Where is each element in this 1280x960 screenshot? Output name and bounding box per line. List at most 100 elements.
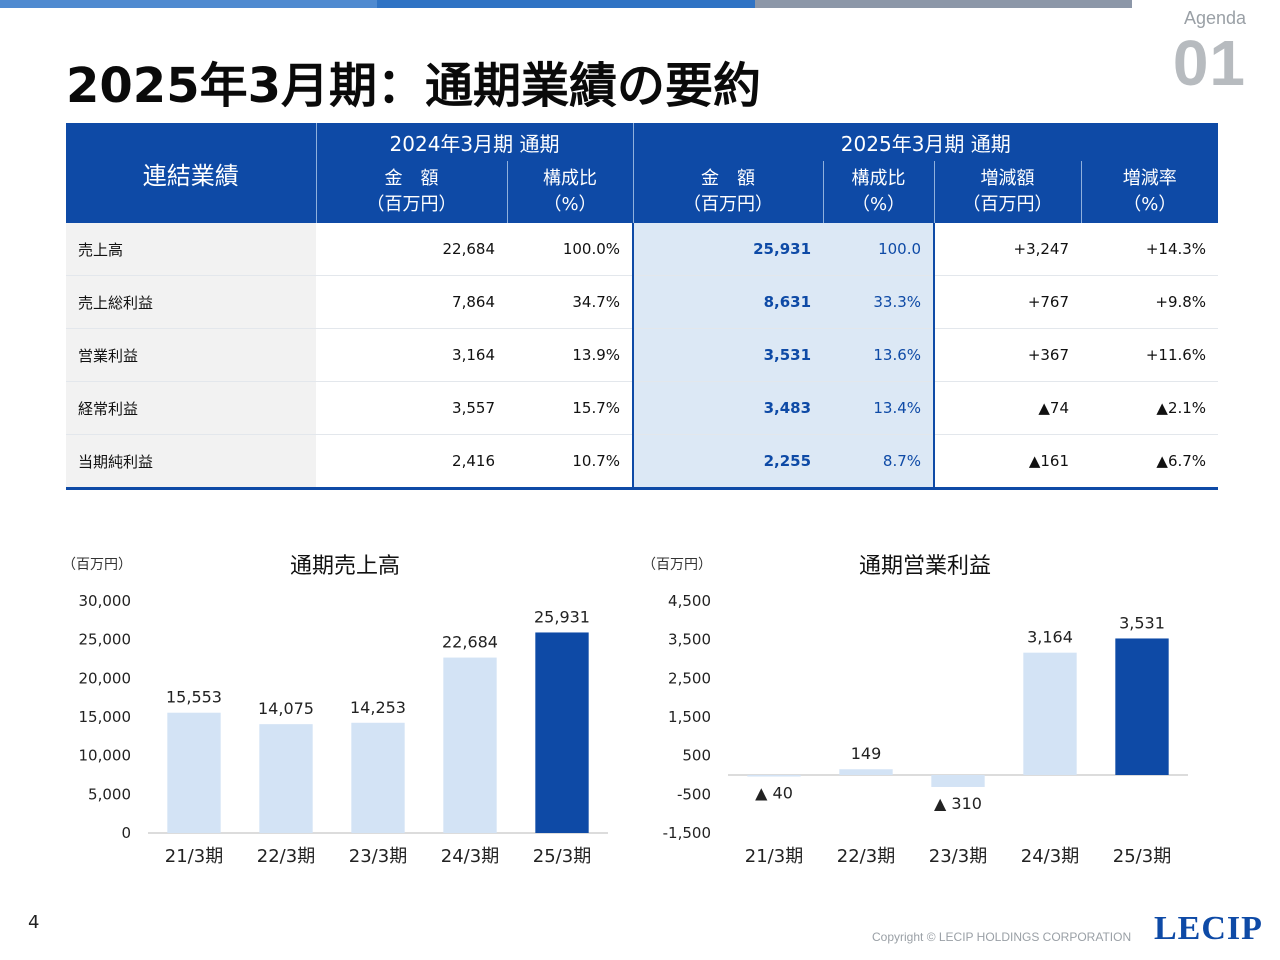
prev-amount: 3,557	[316, 381, 507, 435]
prev-amount: 7,864	[316, 275, 507, 329]
y-tick-label: 20,000	[79, 669, 132, 687]
bar	[1115, 638, 1169, 775]
bar	[1023, 652, 1077, 775]
data-label: 14,075	[258, 699, 314, 718]
y-tick-label: 3,500	[668, 631, 711, 649]
y-tick-label: 15,000	[79, 708, 132, 726]
curr-ratio: 8.7%	[823, 434, 935, 490]
chart-title: 通期売上高	[290, 554, 400, 579]
prev-amount: 3,164	[316, 328, 507, 382]
data-label: 149	[851, 744, 882, 763]
diff-rate: +14.3%	[1081, 223, 1219, 276]
curr-amount: 3,531	[632, 328, 824, 382]
data-label: 22,684	[442, 633, 498, 652]
bar	[931, 775, 985, 787]
data-label: ▲ 40	[755, 784, 793, 803]
data-label: 14,253	[350, 698, 406, 717]
y-tick-label: 25,000	[79, 631, 132, 649]
diff-amount: ▲74	[933, 381, 1082, 435]
bar	[839, 769, 893, 775]
period-curr-header: 2025年3月期 通期	[632, 123, 1219, 161]
x-tick-label: 25/3期	[1113, 846, 1171, 867]
row-label: 売上総利益	[66, 275, 316, 329]
top-accent-segment-3	[754, 0, 1132, 8]
diff-rate: +9.8%	[1081, 275, 1219, 329]
diff-amount: +367	[933, 328, 1082, 382]
table-row: 売上総利益 7,864 34.7% 8,631 33.3% +767 +9.8%	[66, 275, 1219, 329]
table-row: 営業利益 3,164 13.9% 3,531 13.6% +367 +11.6%	[66, 328, 1219, 382]
data-label: 15,553	[166, 688, 222, 707]
y-tick-label: 10,000	[79, 747, 132, 765]
x-tick-label: 21/3期	[745, 846, 803, 867]
table-header-label: 連結業績	[66, 123, 316, 223]
top-accent-bar	[0, 0, 1132, 8]
curr-amount: 3,483	[632, 381, 824, 435]
bar	[167, 712, 221, 833]
curr-amount: 2,255	[632, 434, 824, 490]
col-amount-prev: 金 額（百万円）	[315, 161, 507, 223]
data-label: 3,531	[1119, 613, 1165, 632]
results-summary-table: 連結業績 2024年3月期 通期 2025年3月期 通期 金 額（百万円） 構成…	[66, 123, 1219, 490]
diff-amount: ▲161	[933, 434, 1082, 490]
y-tick-label: 500	[682, 747, 711, 765]
x-tick-label: 22/3期	[257, 846, 315, 867]
data-label: 3,164	[1027, 628, 1073, 647]
row-label: 当期純利益	[66, 434, 316, 490]
x-tick-label: 23/3期	[349, 846, 407, 867]
x-tick-label: 23/3期	[929, 846, 987, 867]
x-tick-label: 22/3期	[837, 846, 895, 867]
company-logo: LECIP	[1154, 910, 1263, 947]
col-rate: 増減率 （%）	[1080, 161, 1219, 223]
data-label: 25,931	[534, 607, 590, 626]
y-tick-label: 1,500	[668, 708, 711, 726]
page-title: 2025年3月期：通期業績の要約	[66, 58, 761, 114]
y-tick-label: 30,000	[79, 592, 132, 610]
diff-rate: ▲2.1%	[1081, 381, 1219, 435]
agenda-number: 01	[1172, 27, 1246, 99]
diff-amount: +3,247	[933, 223, 1082, 276]
unit-label: （百万円）	[642, 557, 712, 573]
prev-ratio: 34.7%	[507, 275, 634, 329]
page-number: 4	[28, 912, 40, 933]
table-row: 売上高 22,684 100.0% 25,931 100.0 +3,247 +1…	[66, 223, 1219, 276]
table-row: 経常利益 3,557 15.7% 3,483 13.4% ▲74 ▲2.1%	[66, 381, 1219, 435]
bar	[747, 775, 801, 777]
operating-profit-chart-svg: （百万円） 通期営業利益 -1,500 -500 500 1,500 2,500 3,500 4…	[642, 554, 1188, 867]
y-tick-label: -1,500	[663, 824, 711, 842]
prev-ratio: 13.9%	[507, 328, 634, 382]
diff-amount: +767	[933, 275, 1082, 329]
x-tick-label: 24/3期	[441, 846, 499, 867]
prev-amount: 2,416	[316, 434, 507, 490]
prev-ratio: 10.7%	[507, 434, 634, 490]
top-accent-segment-2	[377, 0, 755, 8]
curr-amount: 25,931	[632, 223, 824, 276]
y-tick-label: 0	[121, 824, 131, 842]
prev-ratio: 15.7%	[507, 381, 634, 435]
col-diff: 増減額 （百万円）	[933, 161, 1082, 223]
curr-amount: 8,631	[632, 275, 824, 329]
chart-title: 通期営業利益	[859, 554, 991, 579]
unit-label: （百万円）	[62, 557, 132, 573]
col-ratio-curr: 構成比 （%）	[822, 161, 935, 223]
copyright-text: Copyright © LECIP HOLDINGS CORPORATION	[872, 930, 1132, 944]
y-tick-label: -500	[677, 785, 711, 803]
table-row: 当期純利益 2,416 10.7% 2,255 8.7% ▲161 ▲6.7%	[66, 434, 1219, 490]
prev-amount: 22,684	[316, 223, 507, 276]
curr-ratio: 33.3%	[823, 275, 935, 329]
x-tick-label: 21/3期	[165, 846, 223, 867]
row-label: 売上高	[66, 223, 316, 276]
col-amount-curr: 金 額（百万円）	[632, 161, 824, 223]
diff-rate: +11.6%	[1081, 328, 1219, 382]
data-label: ▲ 310	[934, 794, 982, 813]
curr-ratio: 13.6%	[823, 328, 935, 382]
top-accent-segment-1	[0, 0, 378, 8]
curr-ratio: 13.4%	[823, 381, 935, 435]
prev-ratio: 100.0%	[507, 223, 634, 276]
diff-rate: ▲6.7%	[1081, 434, 1219, 490]
x-tick-label: 24/3期	[1021, 846, 1079, 867]
y-tick-label: 5,000	[88, 785, 131, 803]
bar	[535, 632, 589, 833]
sales-bar-chart: （百万円） 通期売上高 0 5,000 10,000 15,000 20,000 25,000…	[40, 540, 640, 880]
agenda-label: Agenda	[1183, 8, 1246, 28]
curr-ratio: 100.0	[823, 223, 935, 276]
